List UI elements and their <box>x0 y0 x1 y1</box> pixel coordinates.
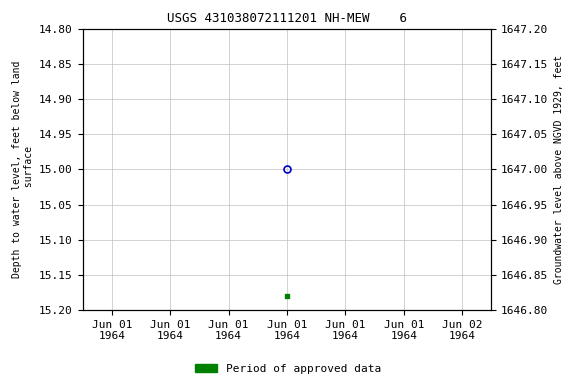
Y-axis label: Groundwater level above NGVD 1929, feet: Groundwater level above NGVD 1929, feet <box>554 55 564 284</box>
Legend: Period of approved data: Period of approved data <box>191 359 385 379</box>
Y-axis label: Depth to water level, feet below land
 surface: Depth to water level, feet below land su… <box>12 61 33 278</box>
Title: USGS 431038072111201 NH-MEW    6: USGS 431038072111201 NH-MEW 6 <box>167 12 407 25</box>
